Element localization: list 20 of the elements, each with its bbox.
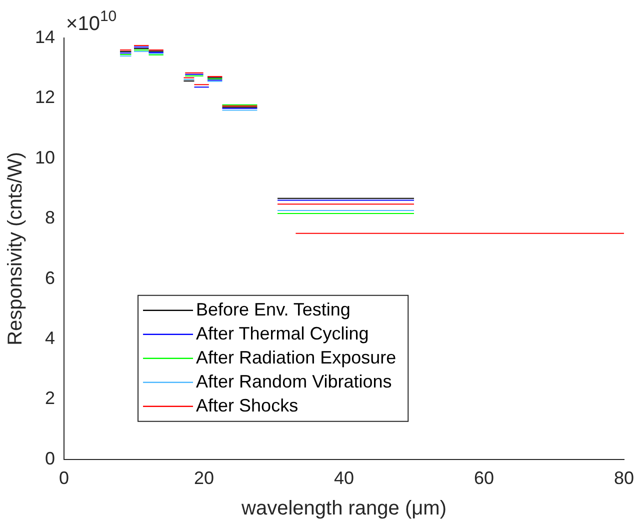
- x-tick-label: 20: [194, 468, 214, 488]
- y-tick-label: 10: [34, 147, 56, 168]
- legend-label: After Radiation Exposure: [196, 347, 396, 368]
- legend-label: After Thermal Cycling: [196, 323, 369, 344]
- x-axis-title: wavelength range (μm): [240, 498, 446, 520]
- y-tick-label: 4: [45, 328, 56, 348]
- x-tick-label: 60: [474, 468, 494, 488]
- legend-label: After Random Vibrations: [196, 371, 392, 392]
- y-tick-label: 12: [34, 87, 56, 108]
- y-tick-label: 8: [45, 208, 56, 228]
- legend-label: After Shocks: [196, 395, 298, 416]
- x-tick-label: 0: [59, 468, 70, 488]
- legend-label: Before Env. Testing: [196, 299, 350, 320]
- y-axis-title: Responsivity (cnts/W): [4, 152, 27, 346]
- y-tick-label: 6: [45, 268, 56, 288]
- x-tick-label: 40: [334, 468, 354, 488]
- y-tick-label: 14: [34, 26, 56, 47]
- y-tick-label: 2: [45, 388, 56, 408]
- x-tick-label: 80: [614, 468, 634, 488]
- y-tick-label: 0: [45, 448, 56, 468]
